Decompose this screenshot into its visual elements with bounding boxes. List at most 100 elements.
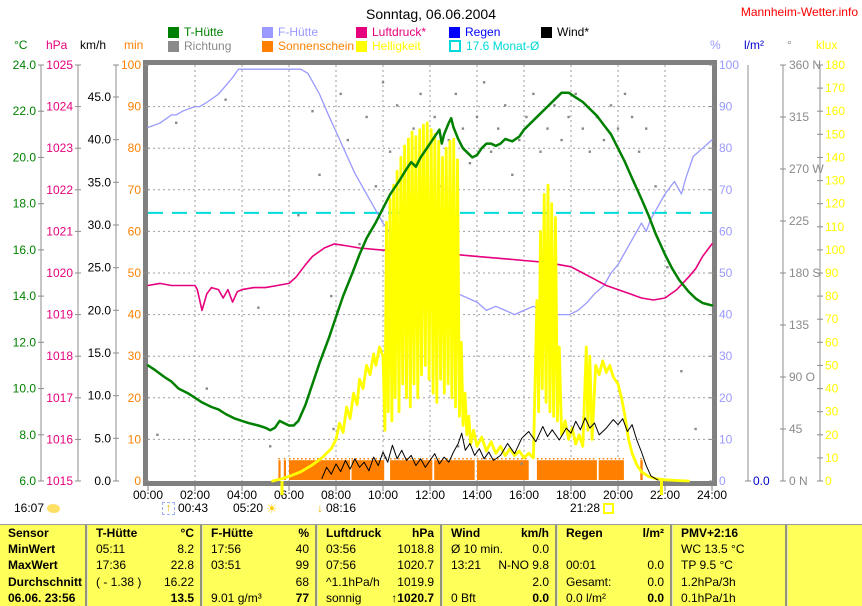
f-h-tte-swatch [262, 26, 273, 38]
t-h-tte-swatch [168, 26, 179, 38]
unit-label-pct: % [710, 38, 721, 52]
wind-direction-dot [358, 242, 361, 246]
table-header-row: F-Hütte% [203, 525, 315, 541]
axis-label-klux: 10 [825, 451, 839, 465]
table-row [558, 541, 670, 557]
wind-direction-dot [156, 433, 159, 436]
table-row: 13:21 N-NO 9.8 [443, 557, 555, 573]
legend-item-f-h-tte: F-Hütte [262, 25, 318, 39]
wind-direction-dot [468, 162, 472, 165]
wind-direction-dot [489, 150, 493, 153]
helligkeit-swatch [356, 40, 367, 52]
marker-sunset-2128: 21:28 [570, 501, 615, 515]
wind-direction-dot [365, 115, 368, 119]
table-cell-label: 0.1hPa/1h [681, 590, 736, 605]
legend-item-sonnenschein: Sonnenschein [262, 39, 354, 53]
table-column-luftdruck: Luftdruck hPa 03:56 1018.8 07:56 1020.7 ^1.1hP… [318, 525, 443, 606]
x-axis-label: 02:00 [180, 488, 210, 502]
table-cell-label: sonnig [326, 590, 362, 605]
legend-label: Wind* [557, 25, 590, 39]
axis-label-min: 10 [128, 432, 142, 446]
axis-label-klux: 180 [825, 58, 845, 72]
moon-icon [47, 503, 61, 513]
legend-item-regen: Regen [449, 25, 500, 39]
wind-direction-dot [666, 266, 669, 269]
legend-label: 17.6 Monat-Ø [466, 39, 540, 53]
legend-item-richtung: Richtung [168, 39, 232, 53]
sunshine-bar [390, 460, 433, 480]
table-row [788, 574, 860, 590]
moon-time: 16:07 [14, 501, 45, 515]
table-row [788, 557, 860, 573]
table-row [788, 590, 860, 606]
wind-direction-dot [567, 115, 570, 119]
table-cell-value: 8.2 [177, 542, 194, 557]
wind-direction-dot [539, 150, 542, 153]
table-row: 00:01 0.0 [558, 557, 670, 573]
wind-direction-dot [205, 387, 208, 390]
wind-direction-dot [645, 127, 648, 130]
table-row: 0 Bft 0.0 [443, 590, 555, 606]
wind-direction-dot [482, 81, 486, 84]
table-column-t-h-tte: T-Hütte °C 05:11 8.2 17:36 22.8 ( - 1.38 ) 16.2… [88, 525, 203, 606]
axis-label-kmh: 30.0 [88, 218, 112, 232]
sunshine-bar [278, 460, 281, 480]
axis-label-klux: 120 [825, 197, 845, 211]
moonset-time: 08:16 [326, 501, 357, 515]
legend-label: T-Hütte [184, 25, 224, 39]
table-row: ^1.1hPa/h 1019.9 [318, 574, 440, 590]
table-cell-label: 03:51 [211, 558, 242, 573]
wind-direction-dot [553, 104, 556, 107]
axis-label-deg: 90 O [789, 370, 815, 384]
axis-label-klux: 0 [825, 474, 832, 488]
regen-swatch [449, 26, 460, 38]
x-axis-label: 08:00 [321, 488, 351, 502]
axis-label-hpa: 1025 [46, 58, 73, 72]
axis-label-kmh: 10.0 [88, 389, 112, 403]
axis-label-pct: 50 [719, 266, 733, 280]
axis-label-min: 30 [128, 349, 142, 363]
table-row: 0.1hPa/1h [673, 590, 785, 606]
x-axis-label: 18:00 [556, 488, 586, 502]
table-header-row: Sensor [0, 525, 85, 541]
table-row: WC 13.5 °C [673, 541, 785, 557]
table-cell-value: 0.0 [532, 590, 549, 605]
page-title: Sonntag, 06.06.2004 [365, 6, 496, 22]
legend-label: Richtung [184, 39, 232, 53]
unit-label-hpa: hPa [46, 38, 68, 52]
marker-moon-1607: 16:07 [14, 501, 61, 515]
legend-label: Luftdruck* [372, 25, 427, 39]
x-axis-label: 04:00 [227, 488, 257, 502]
table-cell-value: 16.22 [163, 574, 194, 589]
sonnenschein-swatch [262, 40, 273, 52]
table-cell-label: 13:21 [451, 558, 482, 573]
sunset-time: 21:28 [570, 501, 601, 515]
wind-direction-dot [623, 92, 627, 96]
axis-label-min: 100 [121, 58, 141, 72]
wind-direction-dot [395, 104, 399, 107]
table-row: 17:56 40 [203, 541, 315, 557]
table-header-unit: % [298, 526, 309, 541]
table-header-name: PMV+2:16 [681, 526, 739, 541]
axis-label-kmh: 20.0 [88, 303, 112, 317]
axis-label-pct: 70 [719, 183, 733, 197]
table-cell-label: 05:11 [96, 542, 126, 557]
axis-label-hpa: 1016 [46, 432, 73, 446]
table-header-unit: l/m² [642, 526, 664, 541]
axis-label-klux: 170 [825, 81, 845, 95]
table-cell-value: 2.0 [532, 574, 549, 589]
axis-label-temp: 20.0 [13, 150, 37, 164]
axis-label-temp: 18.0 [13, 197, 37, 211]
table-row: Gesamt: 0.0 [558, 574, 670, 590]
sunshine-bar [289, 460, 351, 480]
table-row: Ø 10 min. 0.0 [443, 541, 555, 557]
site-link[interactable]: Mannheim-Wetter.info [740, 5, 858, 19]
axis-label-pct: 90 [719, 100, 733, 114]
table-cell-label: 00:01 [566, 558, 597, 573]
table-cell-label: 03:56 [326, 542, 357, 557]
table-row: 0.0 l/m² 0.0 [558, 590, 670, 606]
legend-label: Helligkeit [372, 39, 421, 53]
table-header-unit: °C [180, 526, 194, 541]
unit-label-lm2: l/m² [744, 38, 764, 52]
table-row: sonnig ↑1020.7 [318, 590, 440, 606]
